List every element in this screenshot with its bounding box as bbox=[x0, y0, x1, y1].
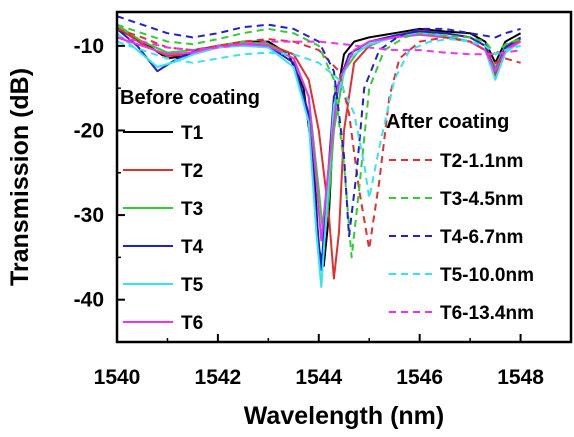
series-line-t2-1-1nm bbox=[117, 27, 521, 250]
legend-label: T5-10.0nm bbox=[440, 265, 534, 286]
legend-label: T1 bbox=[181, 123, 204, 144]
x-tick-label: 1548 bbox=[497, 366, 544, 389]
legend-label: T2 bbox=[181, 161, 203, 182]
plot-frame bbox=[115, 10, 573, 344]
legend-label: T4 bbox=[181, 237, 204, 258]
series-line-t3-4-5nm bbox=[117, 23, 521, 259]
legend-title-after: After coating bbox=[386, 111, 509, 133]
series-line-t5-10-0nm bbox=[117, 38, 521, 200]
legend-label: T3-4.5nm bbox=[440, 189, 523, 210]
x-tick-label: 1544 bbox=[295, 366, 342, 389]
x-tick-label: 1542 bbox=[195, 366, 242, 389]
legend-label: T5 bbox=[181, 275, 204, 296]
series-line-t6-13-4nm bbox=[117, 36, 521, 56]
legend-label: T3 bbox=[181, 199, 203, 220]
legend-label: T4-6.7nm bbox=[440, 227, 523, 248]
y-tick-label: -20 bbox=[74, 119, 104, 142]
y-axis-title: Transmission (dB) bbox=[6, 68, 34, 286]
x-tick-label: 1540 bbox=[94, 366, 141, 389]
legend-title-before: Before coating bbox=[120, 87, 260, 109]
legend-label: T2-1.1nm bbox=[440, 151, 523, 172]
series-line-t4-6-7nm bbox=[117, 15, 521, 238]
y-tick-label: -40 bbox=[74, 289, 104, 312]
x-tick-label: 1546 bbox=[396, 366, 443, 389]
legend-label: T6-13.4nm bbox=[440, 303, 534, 324]
y-tick-label: -30 bbox=[74, 204, 104, 227]
x-axis-title: Wavelength (nm) bbox=[244, 402, 444, 430]
legend-label: T6 bbox=[181, 313, 203, 334]
y-tick-label: -10 bbox=[74, 35, 104, 58]
